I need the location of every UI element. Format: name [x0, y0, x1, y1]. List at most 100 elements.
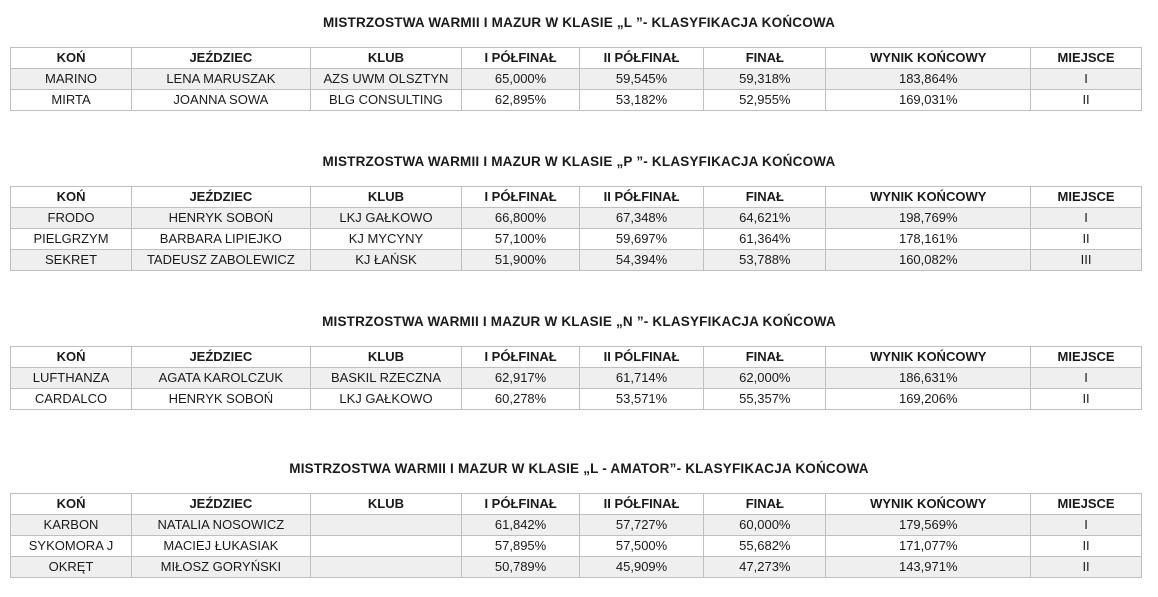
data-cell: 67,348% [578, 207, 705, 229]
data-cell: 47,273% [703, 556, 827, 578]
data-cell: 60,000% [703, 514, 827, 536]
column-header: FINAŁ [703, 493, 827, 515]
data-cell: I [1030, 68, 1142, 90]
data-cell: 57,100% [461, 228, 580, 250]
data-cell: 57,895% [461, 535, 580, 557]
table-row: SYKOMORA J MACIEJ ŁUKASIAK 57,895% 57,500% 5… [9, 535, 1142, 557]
table-row: PIELGRZYM BARBARA LIPIEJKO KJ MYCYNY 57,100… [9, 228, 1142, 250]
column-header: KLUB [309, 186, 463, 208]
data-cell [309, 514, 463, 536]
table-row: LUFTHANZA AGATA KAROLCZUK BASKIL RZECZNA 62… [9, 367, 1142, 389]
data-cell: 51,900% [461, 249, 580, 271]
data-cell: 160,082% [825, 249, 1032, 271]
data-cell: 53,571% [578, 388, 705, 410]
data-cell: 64,621% [703, 207, 827, 229]
column-header: WYNIK KOŃCOWY [825, 346, 1032, 368]
data-cell: 55,357% [703, 388, 827, 410]
data-cell: 143,971% [825, 556, 1032, 578]
column-header: FINAŁ [703, 47, 827, 69]
data-cell: MIŁOSZ GORYŃSKI [131, 556, 311, 578]
column-header: JEŹDZIEC [131, 346, 311, 368]
data-cell: BASKIL RZECZNA [309, 367, 463, 389]
column-header: KOŃ [9, 493, 133, 515]
data-cell: I [1030, 207, 1142, 229]
column-header: WYNIK KOŃCOWY [825, 47, 1032, 69]
data-cell: 62,917% [461, 367, 580, 389]
data-cell: 57,727% [578, 514, 705, 536]
data-cell: MIRTA [9, 89, 133, 111]
table-row: SEKRET TADEUSZ ZABOLEWICZ KJ ŁAŃSK 51,900% 5… [9, 249, 1142, 271]
data-cell: II [1030, 228, 1142, 250]
column-header: KLUB [309, 346, 463, 368]
column-header: FINAŁ [703, 346, 827, 368]
column-header: JEŹDZIEC [131, 493, 311, 515]
data-cell: II [1030, 89, 1142, 111]
data-cell: 59,318% [703, 68, 827, 90]
data-cell: 59,545% [578, 68, 705, 90]
column-header: JEŹDZIEC [131, 186, 311, 208]
column-header: KLUB [309, 493, 463, 515]
column-header: MIEJSCE [1030, 186, 1142, 208]
data-cell: 198,769% [825, 207, 1032, 229]
column-header: I PÓŁFINAŁ [461, 493, 580, 515]
data-cell [309, 535, 463, 557]
data-cell: 179,569% [825, 514, 1032, 536]
table-row: OKRĘT MIŁOSZ GORYŃSKI 50,789% 45,909% 47,273… [9, 556, 1142, 578]
data-cell: AGATA KAROLCZUK [131, 367, 311, 389]
data-cell: II [1030, 388, 1142, 410]
data-cell: KJ ŁAŃSK [309, 249, 463, 271]
table-row: FRODO HENRYK SOBOŃ LKJ GAŁKOWO 66,800% 67,34… [9, 207, 1142, 229]
class-L-title: MISTRZOSTWA WARMII I MAZUR W KLASIE „L ”… [322, 15, 836, 30]
header-row: KOŃ JEŹDZIEC KLUB I PÓŁFINAŁ II PÓŁFINAŁ FINA… [9, 47, 1142, 69]
data-cell: 52,955% [703, 89, 827, 111]
data-cell: MACIEJ ŁUKASIAK [131, 535, 311, 557]
data-cell: HENRYK SOBOŃ [131, 207, 311, 229]
column-header: JEŹDZIEC [131, 47, 311, 69]
data-cell: KARBON [9, 514, 133, 536]
data-cell: 178,161% [825, 228, 1032, 250]
data-cell: SEKRET [9, 249, 133, 271]
column-header: I PÓŁFINAŁ [461, 346, 580, 368]
data-cell: 54,394% [578, 249, 705, 271]
data-cell: 62,000% [703, 367, 827, 389]
data-cell: 62,895% [461, 89, 580, 111]
column-header: II PÓŁFINAŁ [578, 47, 705, 69]
data-cell: TADEUSZ ZABOLEWICZ [131, 249, 311, 271]
data-cell: 65,000% [461, 68, 580, 90]
data-cell: BARBARA LIPIEJKO [131, 228, 311, 250]
data-cell: I [1030, 514, 1142, 536]
column-header: FINAŁ [703, 186, 827, 208]
data-cell: 60,278% [461, 388, 580, 410]
header-row: KOŃ JEŹDZIEC KLUB I PÓŁFINAŁ II PÓLFINAŁ FINA… [9, 346, 1142, 368]
data-cell: 66,800% [461, 207, 580, 229]
data-cell: 55,682% [703, 535, 827, 557]
column-header: I PÓŁFINAŁ [461, 47, 580, 69]
data-cell: OKRĘT [9, 556, 133, 578]
data-cell: 61,364% [703, 228, 827, 250]
header-row: KOŃ JEŹDZIEC KLUB I PÓŁFINAŁ II PÓŁFINAŁ FINA… [9, 493, 1142, 515]
class-L-amator-section: MISTRZOSTWA WARMII I MAZUR W KLASIE „L -… [0, 410, 1158, 578]
class-P-title: MISTRZOSTWA WARMII I MAZUR W KLASIE „P ”… [322, 154, 836, 169]
data-cell: III [1030, 249, 1142, 271]
class-L-amator-title: MISTRZOSTWA WARMII I MAZUR W KLASIE „L -… [289, 461, 869, 476]
table-row: MIRTA JOANNA SOWA BLG CONSULTING 62,895% 53,… [9, 89, 1142, 111]
data-cell: PIELGRZYM [9, 228, 133, 250]
column-header: MIEJSCE [1030, 493, 1142, 515]
data-cell: I [1030, 367, 1142, 389]
table-row: KARBON NATALIA NOSOWICZ 61,842% 57,727% 60,0… [9, 514, 1142, 536]
column-header: KOŃ [9, 47, 133, 69]
data-cell [309, 556, 463, 578]
data-cell: 53,182% [578, 89, 705, 111]
class-L-results-table: KOŃ JEŹDZIEC KLUB I PÓŁFINAŁ II PÓŁFINAŁ FINA… [9, 47, 1142, 111]
column-header: II PÓŁFINAŁ [578, 186, 705, 208]
data-cell: 61,714% [578, 367, 705, 389]
data-cell: LKJ GAŁKOWO [309, 207, 463, 229]
column-header: KOŃ [9, 346, 133, 368]
data-cell: FRODO [9, 207, 133, 229]
data-cell: CARDALCO [9, 388, 133, 410]
column-header: MIEJSCE [1030, 346, 1142, 368]
column-header: KLUB [309, 47, 463, 69]
data-cell: MARINO [9, 68, 133, 90]
data-cell: JOANNA SOWA [131, 89, 311, 111]
